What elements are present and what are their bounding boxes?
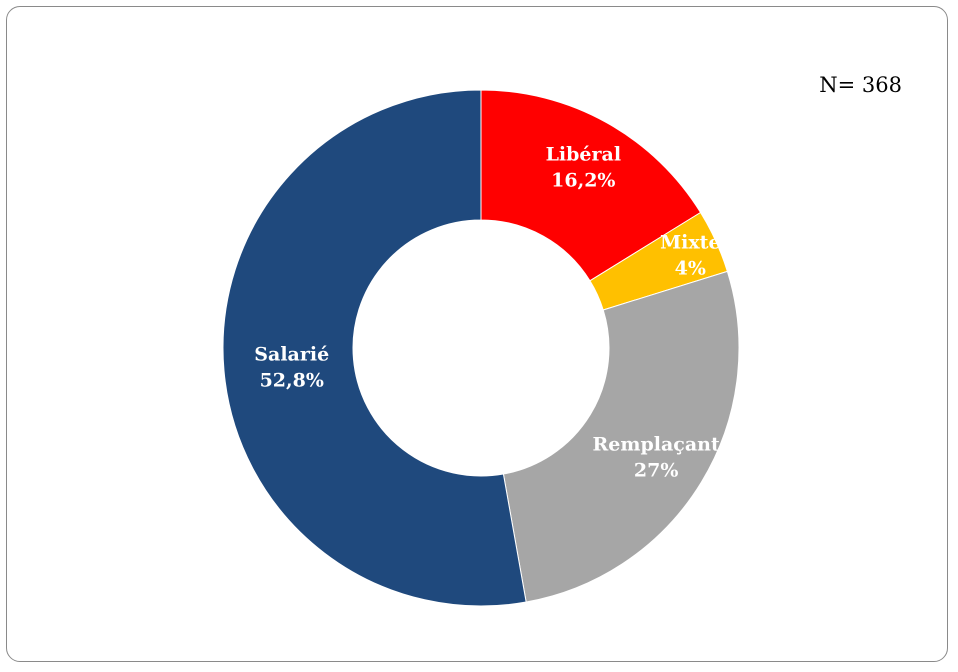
slice-label-salarié: Salarié 52,8% <box>254 344 329 392</box>
slice-remplaçant <box>502 270 740 603</box>
slice-name: Remplaçant <box>592 434 719 456</box>
slice-label-mixte: Mixte 4% <box>660 232 720 280</box>
slice-percent: 52,8% <box>260 370 324 392</box>
slice-name: Mixte <box>660 232 720 254</box>
slice-libéral <box>480 89 702 282</box>
sample-size-label: N= 368 <box>819 73 902 97</box>
donut-slices <box>222 89 740 607</box>
slice-percent: 16,2% <box>551 170 615 192</box>
slice-percent: 27% <box>634 460 679 482</box>
slice-name: Libéral <box>546 144 622 166</box>
slice-label-libéral: Libéral 16,2% <box>546 144 622 192</box>
slice-salarié <box>222 89 527 607</box>
slice-labels: Libéral 16,2% Mixte 4% Remplaçant 27% Salarié 5… <box>254 144 720 482</box>
slice-name: Salarié <box>254 344 329 366</box>
slice-label-remplaçant: Remplaçant 27% <box>592 434 719 482</box>
slice-percent: 4% <box>675 258 706 280</box>
